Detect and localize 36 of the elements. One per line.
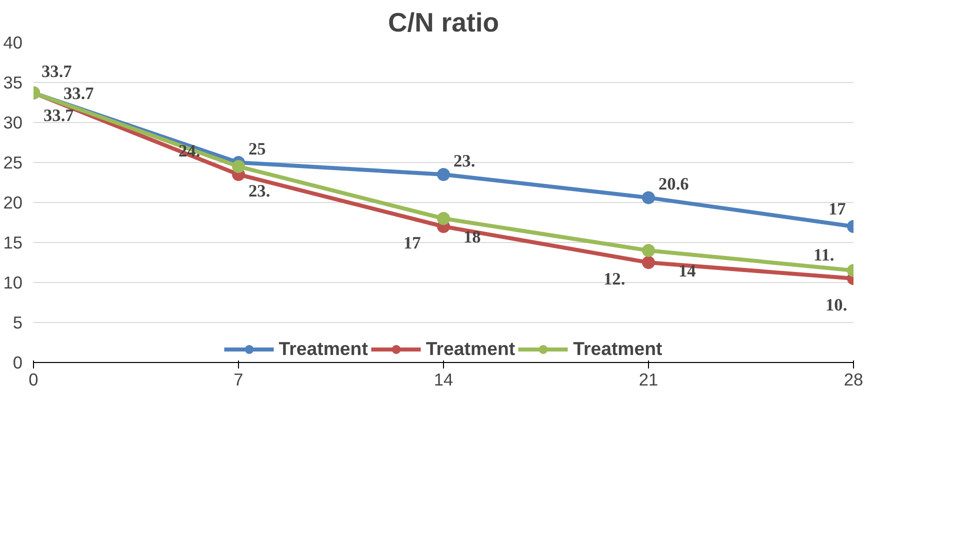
data-label: 33.7 <box>44 106 74 125</box>
y-tick-label: 5 <box>12 312 23 332</box>
y-tick-label: 0 <box>12 352 23 372</box>
data-label: 24. <box>178 142 200 160</box>
data-label: 11. <box>814 246 834 264</box>
x-tick-label: 14 <box>434 370 454 390</box>
legend-label: Treatment <box>278 338 368 360</box>
y-tick-label: 35 <box>3 72 23 92</box>
data-label: 25 <box>248 140 266 158</box>
data-label: 33.7 <box>42 62 72 81</box>
data-label: 23. <box>454 152 476 170</box>
data-label: 33.7 <box>64 84 94 103</box>
data-label: 18 <box>464 228 482 246</box>
x-tick-label: 28 <box>844 370 864 390</box>
y-tick-label: 25 <box>3 152 23 172</box>
data-label: 20.6 <box>658 174 690 194</box>
x-tick-label: 21 <box>638 370 658 390</box>
data-label: 12. <box>604 270 626 288</box>
legend-label: Treatment <box>426 338 516 360</box>
data-label: 10. <box>826 296 848 314</box>
y-tick-label: 20 <box>3 192 23 212</box>
y-tick-label: 10 <box>3 272 23 292</box>
point <box>232 160 245 173</box>
x-tick-label: 0 <box>28 370 38 390</box>
data-label: 14 <box>678 262 696 280</box>
point <box>437 168 450 181</box>
x-tick-label: 7 <box>234 370 244 390</box>
y-tick-label: 40 <box>3 32 23 52</box>
data-label: 17 <box>828 200 846 218</box>
data-label: 17 <box>404 234 422 252</box>
data-label: 23. <box>248 182 270 200</box>
legend-label: Treatment <box>573 338 662 360</box>
chart-title: C/N ratio <box>388 8 500 38</box>
y-tick-label: 30 <box>3 112 23 132</box>
point <box>437 212 450 225</box>
y-tick-label: 15 <box>3 232 23 252</box>
